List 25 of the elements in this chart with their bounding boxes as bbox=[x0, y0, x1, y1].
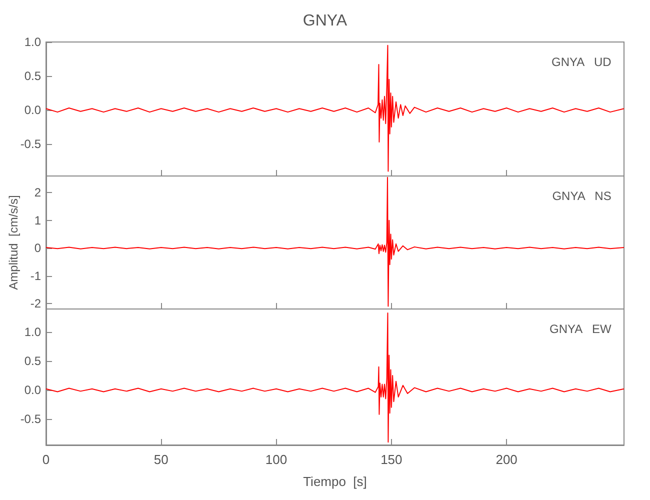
y-tick-label: -0.5 bbox=[20, 137, 42, 152]
annotation: GNYA NS bbox=[552, 189, 612, 203]
annotation: GNYA UD bbox=[552, 55, 612, 69]
y-tick-label: 0.0 bbox=[24, 103, 42, 118]
annotation: GNYA EW bbox=[550, 322, 612, 336]
chart-title: GNYA bbox=[302, 12, 348, 30]
y-tick-label: 0.0 bbox=[24, 383, 42, 398]
y-tick-label: -0.5 bbox=[20, 412, 42, 426]
y-tick-label: -1 bbox=[30, 268, 42, 283]
y-tick-label: 0 bbox=[34, 241, 42, 256]
y-tick-label: -2 bbox=[30, 296, 42, 310]
line-series bbox=[46, 44, 624, 172]
line-series bbox=[46, 312, 624, 443]
y-tick-label: 2 bbox=[34, 186, 42, 200]
x-tick-label: 100 bbox=[265, 452, 288, 467]
y-tick-label: 1.0 bbox=[24, 325, 42, 340]
y-tick-label: 0.5 bbox=[24, 354, 42, 368]
y-tick-label: 1 bbox=[34, 213, 42, 228]
y-tick-label: 1.0 bbox=[24, 35, 42, 49]
x-tick-label: 50 bbox=[154, 452, 168, 467]
y-axis-title: Amplitud [cm/s/s] bbox=[6, 195, 20, 290]
x-tick-label: 200 bbox=[496, 452, 518, 467]
y-tick-label: 0.5 bbox=[24, 69, 42, 84]
x-tick-label: 150 bbox=[380, 452, 402, 467]
x-axis-title: Tiempo [s] bbox=[303, 474, 367, 489]
